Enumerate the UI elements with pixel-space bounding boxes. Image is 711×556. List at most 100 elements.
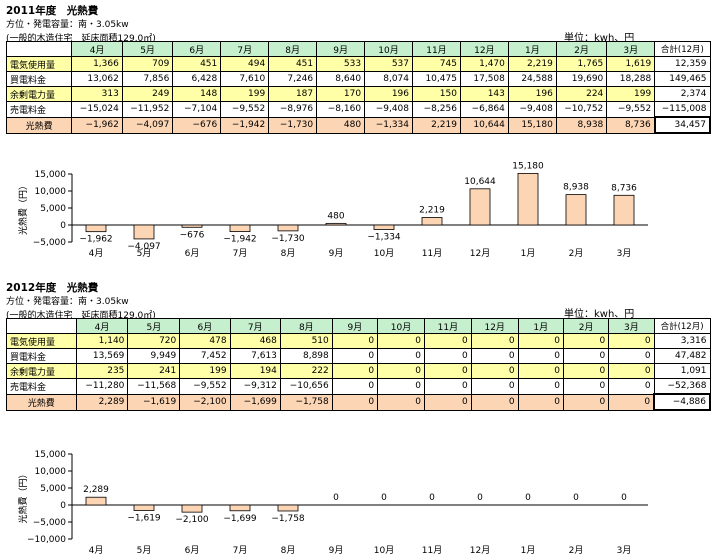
table-row: 電気使用量 1,140 720 478 468 510 0 0 0 0 0 0 0 3,316 <box>6 333 711 349</box>
month-header: 1月 <box>507 41 557 57</box>
value-cell: 8,736 <box>606 116 656 134</box>
value-cell: −9,408 <box>507 101 557 118</box>
y-tick-label: 15,000 <box>35 450 67 460</box>
value-cell: −8,160 <box>316 101 366 118</box>
category-label: 5月 <box>137 248 152 259</box>
row-label: 買電料金 <box>5 71 73 87</box>
y-tick-label: 0 <box>60 221 66 231</box>
value-cell: 0 <box>562 348 610 364</box>
data-label: −1,699 <box>223 514 257 524</box>
row-label: 光熱費 <box>5 116 73 134</box>
value-cell: 0 <box>377 348 425 364</box>
total-cell: 1,091 <box>653 363 711 379</box>
month-header: 5月 <box>127 318 181 334</box>
value-cell: 241 <box>127 363 181 379</box>
bar <box>85 224 107 233</box>
value-cell: 0 <box>608 333 655 349</box>
corner-cell <box>5 41 73 57</box>
value-cell: 1,765 <box>555 56 608 72</box>
value-cell: 224 <box>555 86 608 102</box>
category-label: 8月 <box>281 545 296 556</box>
month-header: 4月 <box>75 318 129 334</box>
value-cell: 0 <box>331 363 379 379</box>
section-2012: 2012年度 光熱費 方位・発電容量：南・3.05kw (一般的木造住宅 延床面… <box>0 270 711 556</box>
value-cell: 1,470 <box>459 56 509 72</box>
table-row: 売電料金 −15,024 −11,952 −7,104 −9,552 −8,976 −8,1… <box>5 101 711 118</box>
month-header: 6月 <box>172 41 222 57</box>
unit-label: 単位：kwh、円 <box>564 309 635 320</box>
category-label: 9月 <box>329 248 344 259</box>
data-label: 0 <box>429 493 435 503</box>
value-cell: 0 <box>377 333 425 349</box>
value-cell: −9,552 <box>606 101 656 118</box>
data-table-2012: 4月 5月 6月 7月 8月 9月 10月 11月 12月 1月 2月 3月 合計(12月) 電気使用量 1… <box>6 318 711 411</box>
y-tick-label: −5,000 <box>33 518 67 528</box>
data-label: 0 <box>621 493 627 503</box>
value-cell: 19,690 <box>555 71 608 87</box>
month-header: 2月 <box>562 318 610 334</box>
month-header: 12月 <box>470 318 519 334</box>
value-cell: −9,312 <box>229 378 281 395</box>
y-tick-label: −5,000 <box>33 238 67 248</box>
value-cell: −9,552 <box>179 378 231 395</box>
data-label: 0 <box>525 493 531 503</box>
category-label: 2月 <box>569 545 584 556</box>
value-cell: 222 <box>279 363 333 379</box>
row-label: 余剰電力量 <box>6 363 77 379</box>
value-cell: −1,758 <box>279 393 333 411</box>
data-label: −2,100 <box>175 515 209 525</box>
table-row: 電気使用量 1,366 709 451 494 451 533 537 745 1,470 2,21… <box>5 56 711 72</box>
value-cell: −10,752 <box>555 101 608 118</box>
category-label: 2月 <box>569 248 584 259</box>
value-cell: −676 <box>172 116 222 134</box>
value-cell: 0 <box>517 333 564 349</box>
month-header: 3月 <box>608 318 655 334</box>
row-label: 余剰電力量 <box>5 86 73 102</box>
data-label: −1,619 <box>127 514 161 524</box>
value-cell: −15,024 <box>71 101 123 118</box>
category-label: 4月 <box>89 545 104 556</box>
value-cell: 0 <box>331 333 379 349</box>
value-cell: 8,938 <box>555 116 608 134</box>
value-cell: 194 <box>229 363 281 379</box>
month-header: 9月 <box>331 318 379 334</box>
value-cell: 143 <box>459 86 509 102</box>
month-header: 5月 <box>121 41 174 57</box>
value-cell: 745 <box>412 56 461 72</box>
value-cell: 537 <box>364 56 413 72</box>
value-cell: 17,508 <box>459 71 509 87</box>
bar <box>133 224 155 240</box>
data-label: −4,097 <box>127 242 160 252</box>
category-label: 10月 <box>374 545 394 556</box>
value-cell: −11,568 <box>127 378 181 395</box>
value-cell: 13,569 <box>75 348 129 364</box>
row-label: 買電料金 <box>6 348 77 364</box>
value-cell: 0 <box>608 363 655 379</box>
value-cell: 235 <box>75 363 129 379</box>
month-header: 4月 <box>71 41 123 57</box>
category-label: 12月 <box>470 545 490 556</box>
value-cell: 0 <box>608 348 655 364</box>
value-cell: −4,097 <box>121 116 174 134</box>
value-cell: −11,952 <box>121 101 174 118</box>
value-cell: 0 <box>562 363 610 379</box>
bar-chart-2011: 光熱費（円） 15,000 10,000 5,000 0 −5,000 −1,962 4月 −4… <box>17 161 648 259</box>
category-label: 11月 <box>422 545 442 556</box>
data-label: −1,962 <box>79 235 112 245</box>
value-cell: 451 <box>268 56 318 72</box>
value-cell: 196 <box>364 86 413 102</box>
category-label: 6月 <box>185 248 200 259</box>
value-cell: 196 <box>507 86 557 102</box>
row-label: 光熱費 <box>6 393 77 411</box>
value-cell: 0 <box>377 363 425 379</box>
value-cell: 10,644 <box>459 116 509 134</box>
category-label: 1月 <box>521 545 536 556</box>
bar <box>181 224 203 228</box>
bar <box>133 504 155 511</box>
value-cell: 0 <box>423 393 472 411</box>
bar <box>277 224 299 232</box>
value-cell: −11,280 <box>75 378 129 395</box>
value-cell: 0 <box>517 363 564 379</box>
month-header: 12月 <box>459 41 509 57</box>
category-label: 1月 <box>521 248 536 259</box>
